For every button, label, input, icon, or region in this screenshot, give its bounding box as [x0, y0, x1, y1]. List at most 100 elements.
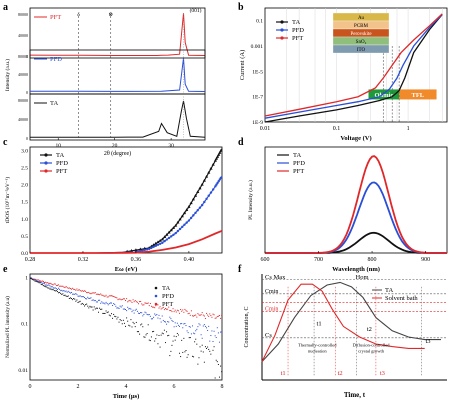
trpl-point: [210, 353, 212, 355]
trpl-point: [200, 334, 202, 336]
legend-label: PFD: [293, 160, 305, 167]
trpl-point: [92, 299, 94, 301]
trpl-point: [46, 286, 48, 288]
trpl-point: [213, 330, 215, 332]
trpl-point: [103, 302, 105, 304]
trpl-point: [120, 299, 122, 301]
trpl-point: [201, 337, 203, 339]
trpl-point: [80, 296, 82, 298]
trpl-point: [204, 317, 206, 319]
trpl-point: [83, 290, 85, 292]
trpl-point: [40, 284, 42, 286]
trpl-point: [184, 322, 186, 324]
x-tick-label: 0.40: [184, 257, 195, 263]
pl-curve-pft: [265, 155, 447, 254]
trpl-point: [127, 320, 129, 322]
trpl-point: [121, 305, 123, 307]
x-tick-label: 6: [173, 384, 176, 390]
trpl-point: [209, 340, 211, 342]
legend-marker: [154, 302, 158, 306]
x-tick-label: 2: [77, 384, 80, 390]
tdos-point-ta: [174, 223, 178, 227]
trpl-point: [215, 337, 217, 339]
trpl-point: [140, 300, 142, 302]
trpl-point: [145, 302, 147, 304]
trpl-point: [143, 313, 145, 315]
trpl-point: [194, 341, 196, 343]
time-label-t3-red: t3: [380, 370, 385, 377]
trpl-point: [36, 280, 38, 282]
trpl-point: [46, 284, 48, 286]
y-axis-label: Normalized PL intensity (a.u): [4, 296, 11, 358]
y-axis-label: Current (A): [239, 50, 246, 81]
trpl-point: [141, 303, 143, 305]
legend-marker: [280, 28, 284, 32]
trpl-point: [59, 288, 61, 290]
y-tick-label: 1E-5: [252, 69, 263, 75]
trpl-point: [35, 280, 37, 282]
trpl-point: [173, 335, 175, 337]
trpl-point: [163, 309, 165, 311]
tfl-region: [399, 89, 437, 100]
trpl-point: [73, 288, 75, 290]
trpl-point: [181, 339, 183, 341]
trpl-point: [99, 294, 101, 296]
trpl-point: [61, 289, 63, 291]
trpl-point: [197, 326, 199, 328]
trpl-point: [166, 308, 168, 310]
trpl-point: [32, 279, 34, 281]
tdos-curve-pft: [30, 229, 223, 254]
trpl-point: [85, 290, 87, 292]
trpl-point: [194, 315, 196, 317]
trpl-point: [81, 296, 83, 298]
trpl-point: [50, 286, 52, 288]
trpl-point: [51, 286, 53, 288]
trpl-point: [46, 282, 48, 284]
x-tick-label: 1: [407, 126, 410, 132]
tdos-point-ta: [196, 190, 200, 194]
trpl-point: [186, 310, 188, 312]
tdos-point-pfd: [163, 239, 166, 243]
device-layer-label: PCBM: [354, 24, 368, 29]
trpl-point: [85, 304, 87, 306]
trpl-point: [152, 318, 154, 320]
trpl-point: [60, 285, 62, 287]
x-axis-label: Voltage (V): [340, 135, 371, 142]
trpl-point: [86, 303, 88, 305]
trpl-point: [203, 315, 205, 317]
peak-label: (001): [190, 7, 202, 14]
trpl-point: [143, 336, 145, 338]
trpl-point: [60, 290, 62, 292]
time-label-t1: t1: [317, 321, 322, 328]
trpl-point: [179, 325, 181, 327]
trpl-point: [87, 305, 89, 307]
trpl-point: [147, 324, 149, 326]
trpl-point: [206, 312, 208, 314]
trpl-point: [164, 321, 166, 323]
trpl-point: [210, 335, 212, 337]
trpl-point: [95, 293, 97, 295]
trpl-point: [129, 307, 131, 309]
trpl-point: [55, 285, 57, 287]
trpl-point: [141, 312, 143, 314]
trpl-point: [204, 325, 206, 327]
trpl-point: [42, 285, 44, 287]
trpl-point: [62, 290, 64, 292]
trpl-point: [107, 311, 109, 313]
y-tick-label: 1E-7: [252, 95, 263, 101]
trpl-series-ta: [29, 277, 223, 379]
trpl-point: [79, 289, 81, 291]
trpl-point: [120, 306, 122, 308]
legend-label: PFT: [56, 168, 67, 175]
trpl-point: [183, 311, 185, 313]
trpl-point: [164, 342, 166, 344]
y-tick-label: 0.0: [21, 251, 28, 257]
xrd-legend-ta: TA: [50, 100, 58, 107]
trpl-point: [201, 344, 203, 346]
trpl-point: [212, 340, 214, 342]
tdos-point-ta: [158, 238, 162, 242]
trpl-point: [180, 323, 182, 325]
x-tick-label: 800: [368, 257, 377, 263]
trpl-point: [158, 314, 160, 316]
